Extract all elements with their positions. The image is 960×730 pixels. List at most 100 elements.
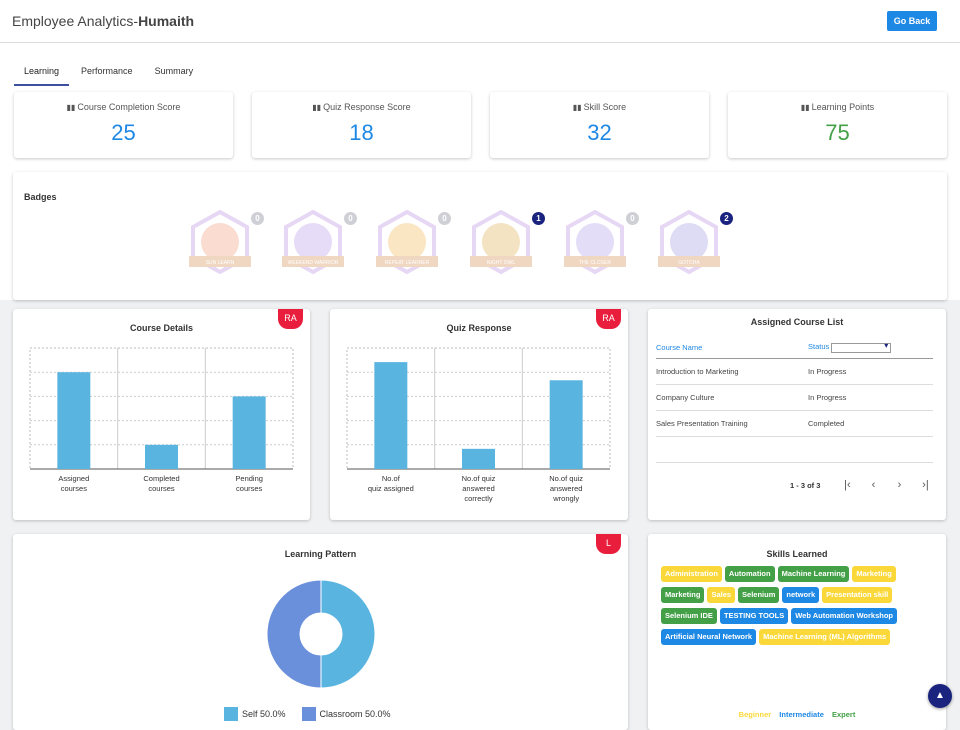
course-name-cell: Sales Presentation Training: [656, 419, 748, 428]
x-tick-label: No.of quiz: [549, 474, 583, 483]
tab-bar: Learning Performance Summary: [14, 62, 205, 86]
bar[interactable]: [232, 396, 266, 469]
bar-chart-icon: ▮▮: [66, 103, 76, 112]
pie-legend: Self 50.0% Classroom 50.0%: [224, 707, 407, 721]
table-row[interactable]: Sales Presentation Training Completed: [656, 411, 933, 437]
quiz-response-card: Quiz Response RA No.of quiz assigned No.of…: [330, 309, 628, 520]
skill-chip: Automation: [724, 566, 775, 582]
status-cell: In Progress: [808, 367, 847, 376]
bar-chart-icon: ▮▮: [312, 103, 322, 112]
donut-slice-classroom[interactable]: [266, 579, 322, 689]
badge[interactable]: NIGHT OWL: [468, 209, 534, 275]
quiz-response-title: Quiz Response: [446, 323, 512, 333]
skill-chip: Machine Learning (ML) Algorithms: [759, 629, 891, 645]
skill-chip: Artificial Neural Network: [661, 629, 757, 645]
course-details-title: Course Details: [129, 323, 194, 333]
legend-beginner: Beginner: [738, 710, 772, 719]
badge-count: 0: [438, 212, 451, 225]
status-cell: Completed: [808, 419, 845, 428]
skill-score-card: ▮▮ Skill Score 32: [490, 92, 709, 158]
x-tick-label: courses: [236, 484, 263, 493]
first-page-icon[interactable]: |‹: [844, 479, 851, 491]
table-row[interactable]: Introduction to Marketing In Progress: [656, 359, 933, 385]
page-header: Employee Analytics-Humaith Go Back: [0, 0, 960, 43]
badge-label: WEEKEND WARRIOR: [288, 260, 339, 266]
badge-label: REPEAT LEARNER: [385, 260, 430, 266]
legend-classroom-label: Classroom 50.0%: [319, 709, 391, 719]
skills-chip-list: Administration Automation Machine Learning…: [661, 566, 921, 650]
tab-learning[interactable]: Learning: [14, 62, 70, 86]
last-page-icon[interactable]: ›|: [922, 479, 929, 491]
ra-tag: RA: [278, 309, 303, 329]
donut-slice-self[interactable]: [320, 579, 376, 689]
legend-self-label: Self 50.0%: [242, 709, 286, 719]
skill-chip: Selenium: [738, 587, 780, 603]
bar[interactable]: [57, 372, 91, 469]
page-title: Employee Analytics-Humaith: [12, 13, 194, 29]
pagination-info: 1 - 3 of 3: [790, 480, 821, 490]
x-tick-label: correctly: [464, 494, 493, 503]
l-tag: L: [596, 534, 621, 554]
pagination: 1 - 3 of 3 |‹ ‹ › ›|: [790, 479, 938, 491]
badge[interactable]: THE CLOSER: [562, 209, 628, 275]
bar-chart-icon: ▮▮: [800, 103, 810, 112]
table-row[interactable]: Company Culture In Progress: [656, 385, 933, 411]
course-details-card: Course Details RA Assigned courses Complet…: [13, 309, 310, 520]
badge-icon: WEEKEND WARRIOR: [282, 209, 344, 275]
course-name-header[interactable]: Course Name: [656, 343, 703, 352]
skill-chip: Selenium IDE: [661, 608, 717, 624]
skill-level-legend: Beginner Intermediate Expert: [648, 710, 946, 719]
x-tick-label: No.of quiz: [462, 474, 496, 483]
x-tick-label: No.of: [382, 474, 401, 483]
bar-chart-icon: ▮▮: [572, 103, 582, 112]
ra-tag: RA: [596, 309, 621, 329]
bar[interactable]: [549, 380, 583, 469]
scroll-to-top-button[interactable]: ▲: [928, 684, 952, 708]
classroom-swatch: [301, 707, 316, 721]
skill-chip: TESTING TOOLS: [719, 608, 789, 624]
badge[interactable]: SUN LEARN: [187, 209, 253, 275]
go-back-button[interactable]: Go Back: [887, 11, 937, 31]
badge[interactable]: REPEAT LEARNER: [374, 209, 440, 275]
status-header: Status: [808, 342, 830, 352]
status-cell: In Progress: [808, 393, 847, 402]
skill-chip: Sales: [707, 587, 736, 603]
badge-count: 1: [532, 212, 545, 225]
badge-icon: NIGHT OWL: [470, 209, 532, 275]
badge-count: 0: [626, 212, 639, 225]
bar[interactable]: [145, 444, 178, 469]
bar[interactable]: [374, 362, 408, 469]
prev-page-icon[interactable]: ‹: [871, 479, 876, 491]
next-page-icon[interactable]: ›: [897, 479, 902, 491]
stat-value: 32: [587, 120, 612, 145]
tab-performance[interactable]: Performance: [81, 66, 133, 76]
badge[interactable]: GOTCHA: [656, 209, 722, 275]
badge-label: SUN LEARN: [206, 260, 235, 266]
stat-value: 25: [111, 120, 136, 145]
quiz-response-score-card: ▮▮ Quiz Response Score 18: [252, 92, 471, 158]
status-filter-select[interactable]: [831, 341, 892, 353]
skill-chip: Presentation skill: [822, 587, 893, 603]
learning-pattern-title: Learning Pattern: [284, 549, 357, 559]
tab-summary[interactable]: Summary: [154, 66, 194, 76]
employee-name: Humaith: [138, 13, 195, 29]
stat-value: 75: [825, 120, 850, 145]
badge-count: 2: [720, 212, 733, 225]
course-details-chart: AssignedcoursesCompletedcoursesPendingco…: [29, 347, 294, 493]
legend-self: Self 50.0%: [224, 707, 286, 721]
table-spacer: [656, 437, 933, 463]
badge-count: 0: [251, 212, 264, 225]
course-name-cell: Introduction to Marketing: [656, 367, 739, 376]
skill-chip: Machine Learning: [777, 566, 850, 582]
assigned-course-list-title: Assigned Course List: [750, 317, 844, 327]
x-tick-label: courses: [61, 484, 88, 493]
stat-label: Course Completion Score: [77, 102, 181, 112]
skill-chip: Marketing: [852, 566, 896, 582]
badge-icon: REPEAT LEARNER: [376, 209, 438, 275]
x-tick-label: Assigned: [58, 474, 89, 483]
legend-classroom: Classroom 50.0%: [301, 707, 391, 721]
bar[interactable]: [462, 448, 495, 469]
x-tick-label: answered: [550, 484, 583, 493]
badge[interactable]: WEEKEND WARRIOR: [280, 209, 346, 275]
